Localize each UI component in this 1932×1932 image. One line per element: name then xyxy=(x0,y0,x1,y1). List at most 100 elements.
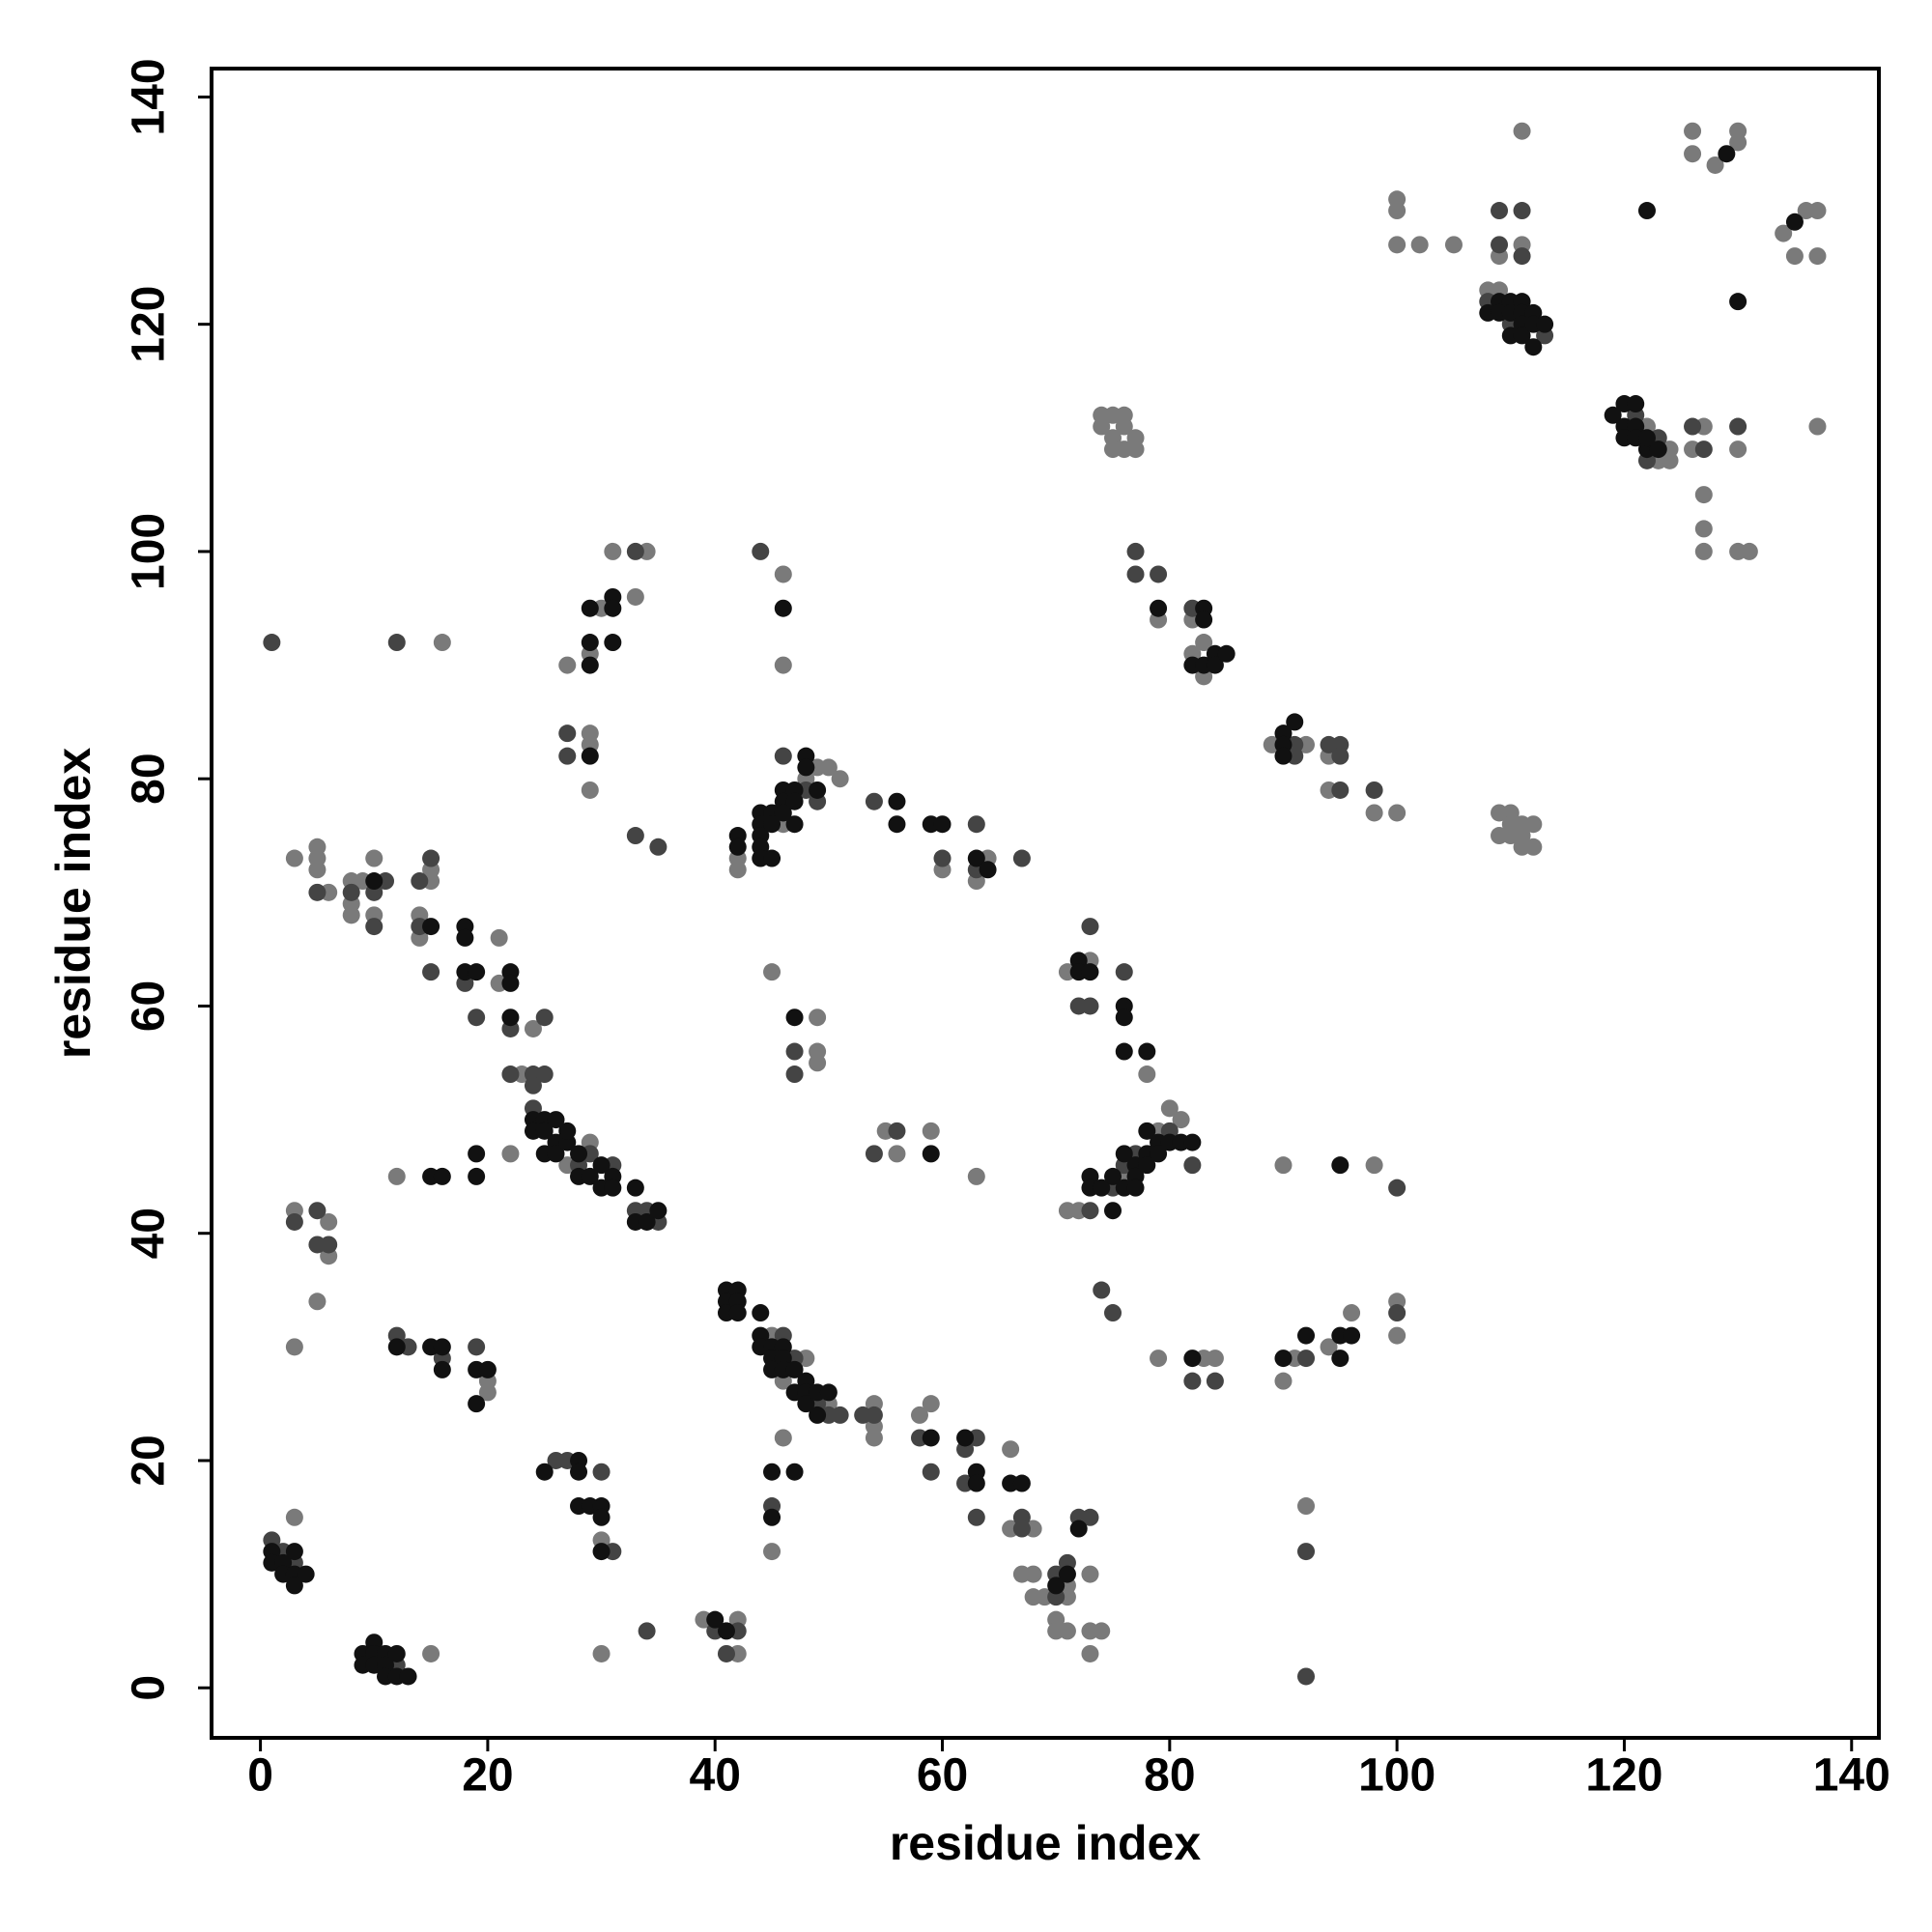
point xyxy=(785,1065,804,1084)
point xyxy=(1706,156,1724,174)
point xyxy=(1195,611,1213,629)
point xyxy=(592,1543,611,1561)
point xyxy=(1331,1350,1350,1368)
point xyxy=(592,1508,611,1526)
point xyxy=(1012,1474,1031,1492)
point xyxy=(1320,1338,1338,1356)
point xyxy=(922,1395,940,1413)
point xyxy=(547,1111,565,1129)
point xyxy=(1513,327,1531,345)
point xyxy=(1501,827,1520,845)
point xyxy=(1126,1179,1145,1197)
point xyxy=(1138,1042,1156,1061)
point xyxy=(1627,395,1645,413)
point xyxy=(1081,997,1099,1015)
point xyxy=(297,1565,315,1583)
point xyxy=(1524,815,1543,834)
point xyxy=(763,963,781,981)
y-tick-label: 20 xyxy=(124,1435,175,1486)
point xyxy=(1115,963,1133,981)
point xyxy=(763,1508,781,1526)
point xyxy=(774,656,792,674)
point xyxy=(1785,213,1804,231)
x-tick-label: 80 xyxy=(1144,1750,1195,1802)
point xyxy=(1081,1565,1099,1583)
point xyxy=(922,1145,940,1163)
point xyxy=(809,781,827,799)
point xyxy=(1513,838,1531,856)
point xyxy=(1138,1065,1156,1084)
point xyxy=(1104,1167,1122,1185)
point xyxy=(785,1042,804,1061)
point xyxy=(1365,1156,1383,1175)
point xyxy=(1115,1145,1133,1163)
point xyxy=(1331,747,1350,765)
point xyxy=(501,1009,520,1027)
point xyxy=(1183,1372,1202,1390)
x-tick-label: 20 xyxy=(462,1750,513,1802)
point xyxy=(501,974,520,992)
point xyxy=(1513,122,1531,140)
point xyxy=(1093,417,1111,436)
point xyxy=(809,1009,827,1027)
point xyxy=(1024,1565,1042,1583)
point xyxy=(956,1429,975,1447)
point xyxy=(422,1644,440,1662)
point xyxy=(967,815,985,834)
x-tick-label: 0 xyxy=(247,1750,273,1802)
point xyxy=(1093,1622,1111,1640)
point xyxy=(865,1406,883,1424)
point xyxy=(365,918,384,936)
point xyxy=(1297,1326,1316,1345)
point xyxy=(433,1338,451,1356)
point xyxy=(1297,1667,1316,1686)
point xyxy=(581,599,599,617)
point xyxy=(1150,565,1168,583)
point xyxy=(387,1338,406,1356)
point xyxy=(1115,1009,1133,1027)
point xyxy=(478,1383,497,1402)
point xyxy=(433,634,451,652)
point xyxy=(1081,918,1099,936)
point xyxy=(1183,1350,1202,1368)
point xyxy=(1388,202,1406,220)
point xyxy=(763,1463,781,1481)
point xyxy=(285,849,303,867)
point xyxy=(1126,565,1145,583)
point xyxy=(785,815,804,834)
point xyxy=(547,1145,565,1163)
point xyxy=(320,1236,338,1254)
point xyxy=(387,1644,406,1662)
point xyxy=(1729,133,1747,152)
point xyxy=(581,1167,599,1185)
point xyxy=(626,827,644,845)
point xyxy=(1297,1543,1316,1561)
point xyxy=(763,1543,781,1561)
point xyxy=(1183,1133,1202,1151)
point xyxy=(1729,293,1747,311)
point xyxy=(1206,1350,1224,1368)
point xyxy=(308,883,327,901)
point xyxy=(1058,1622,1076,1640)
point xyxy=(604,1179,622,1197)
point xyxy=(1206,1372,1224,1390)
point xyxy=(1081,1508,1099,1526)
point xyxy=(422,918,440,936)
point xyxy=(638,1212,656,1231)
point xyxy=(1808,247,1827,266)
point xyxy=(626,1179,644,1197)
point xyxy=(1104,1304,1122,1322)
point xyxy=(433,1167,451,1185)
point xyxy=(785,1463,804,1481)
point xyxy=(1661,451,1679,469)
point xyxy=(785,1360,804,1378)
point xyxy=(592,1644,611,1662)
point xyxy=(1126,542,1145,560)
point xyxy=(570,1145,588,1163)
point xyxy=(411,872,429,891)
y-tick-label: 100 xyxy=(124,513,175,590)
point xyxy=(649,1202,668,1220)
point xyxy=(1012,849,1031,867)
y-tick-label: 80 xyxy=(124,753,175,804)
